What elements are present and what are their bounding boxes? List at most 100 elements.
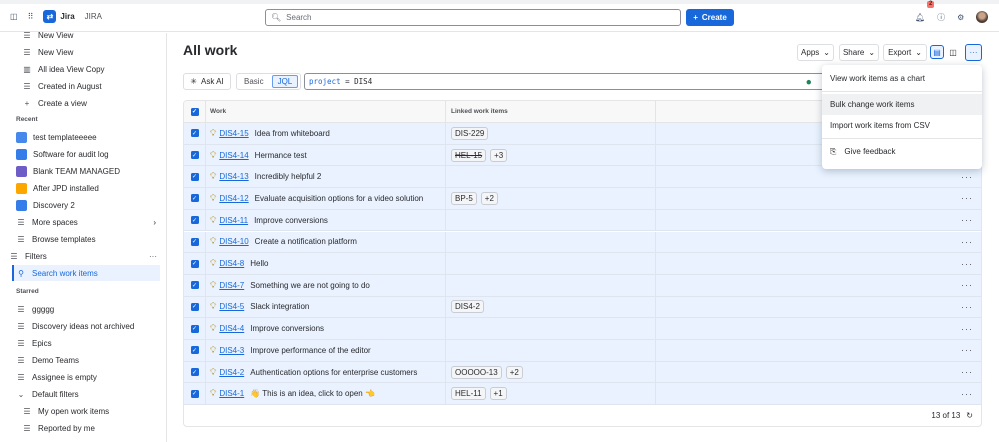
row-checkbox[interactable]: ✓ — [190, 151, 199, 160]
row-more-icon[interactable]: ··· — [961, 323, 973, 334]
work-item-key[interactable]: DIS4-11 — [219, 215, 249, 225]
table-row[interactable]: ✓ 💡︎ DIS4-8 Hello ··· — [184, 253, 981, 275]
starred-filter[interactable]: ☰ Discovery ideas not archived — [16, 318, 166, 334]
default-filter[interactable]: ☰ My open work items — [22, 403, 172, 419]
ask-ai-button[interactable]: ✳ Ask AI — [183, 73, 231, 90]
table-row[interactable]: ✓ 💡︎ DIS4-15 Idea from whiteboard DIS-229 — [184, 123, 981, 145]
work-item-summary[interactable]: Create a notification platform — [254, 237, 357, 247]
row-more-icon[interactable]: ··· — [961, 215, 973, 226]
sidebar-view[interactable]: ☰ New View — [22, 27, 172, 43]
linked-item[interactable]: HEL-11 — [451, 387, 486, 401]
starred-filter[interactable]: ☰ ggggg — [16, 301, 166, 317]
row-checkbox[interactable]: ✓ — [190, 237, 199, 246]
brand-name[interactable]: Jira — [60, 12, 75, 21]
work-item-summary[interactable]: Improve conversions — [250, 324, 325, 334]
row-more-icon[interactable]: ··· — [961, 258, 973, 269]
more-icon[interactable]: ··· — [149, 251, 157, 261]
starred-filter[interactable]: ☰ Epics — [16, 335, 166, 351]
row-checkbox[interactable]: ✓ — [190, 389, 199, 398]
select-all-checkbox[interactable]: ✓ — [190, 107, 199, 116]
starred-filter[interactable]: ☰ Assignee is empty — [16, 369, 166, 385]
bell-icon[interactable]: 🔔︎ — [915, 12, 926, 22]
share-button[interactable]: Share ⌄ — [839, 44, 879, 61]
table-row[interactable]: ✓ 💡︎ DIS4-4 Improve conversions ··· — [184, 318, 981, 340]
work-item-key[interactable]: DIS4-12 — [219, 193, 249, 203]
table-row[interactable]: ✓ 💡︎ DIS4-5 Slack integration DIS4-2 ··· — [184, 296, 981, 319]
table-row[interactable]: ✓ 💡︎ DIS4-11 Improve conversions ··· — [184, 209, 981, 232]
row-checkbox[interactable]: ✓ — [190, 324, 199, 333]
help-icon[interactable]: ⓘ — [937, 12, 946, 22]
jira-logo-icon[interactable]: ⇄ — [43, 10, 57, 23]
row-more-icon[interactable]: ··· — [961, 367, 973, 378]
browse-templates[interactable]: ☰ Browse templates — [16, 231, 166, 247]
linked-item[interactable]: DIS4-2 — [451, 300, 484, 314]
work-item-summary[interactable]: Evaluate acquisition options for a video… — [254, 193, 424, 203]
more-links[interactable]: +2 — [505, 365, 523, 379]
sidebar-toggle-icon[interactable]: ◫ — [10, 12, 18, 21]
work-item-summary[interactable]: 👋 This is an idea, click to open 👈 — [250, 389, 375, 399]
row-checkbox[interactable]: ✓ — [190, 281, 199, 290]
work-item-key[interactable]: DIS4-5 — [219, 302, 245, 312]
row-checkbox[interactable]: ✓ — [190, 172, 199, 181]
row-checkbox[interactable]: ✓ — [190, 346, 199, 355]
work-item-key[interactable]: DIS4-14 — [219, 150, 249, 160]
row-more-icon[interactable]: ··· — [961, 171, 973, 182]
table-row[interactable]: ✓ 💡︎ DIS4-7 Something we are not going to … — [184, 274, 981, 297]
row-checkbox[interactable]: ✓ — [190, 302, 199, 311]
recent-space[interactable]: After JPD installed — [16, 180, 166, 196]
default-filter[interactable]: ☰ Reported by me — [22, 420, 172, 436]
work-item-key[interactable]: DIS4-4 — [219, 324, 245, 334]
gear-icon[interactable]: ⚙ — [957, 12, 965, 22]
work-item-summary[interactable]: Hermance test — [254, 150, 307, 160]
table-row[interactable]: ✓ 💡︎ DIS4-14 Hermance test HEL-15 +3 — [184, 144, 981, 167]
row-checkbox[interactable]: ✓ — [190, 194, 199, 203]
work-item-summary[interactable]: Authentication options for enterprise cu… — [250, 367, 418, 377]
menu-item-give-feedback[interactable]: ⎘ Give feedback — [822, 141, 982, 162]
linked-item[interactable]: HEL-15 — [451, 148, 487, 162]
row-more-icon[interactable]: ··· — [961, 280, 973, 291]
work-item-key[interactable]: DIS4-1 — [219, 389, 245, 399]
create-button[interactable]: + Create — [686, 9, 734, 26]
work-item-key[interactable]: DIS4-13 — [219, 172, 249, 182]
more-spaces[interactable]: ☰ More spaces › — [16, 214, 156, 230]
list-view-icon[interactable]: ▤ — [930, 45, 944, 59]
work-item-key[interactable]: DIS4-15 — [219, 128, 249, 138]
menu-item-bulk-change[interactable]: Bulk change work items — [822, 94, 982, 115]
starred-filter[interactable]: ☰ Demo Teams — [16, 352, 166, 368]
row-more-icon[interactable]: ··· — [961, 193, 973, 204]
more-links[interactable]: +2 — [480, 191, 498, 205]
work-item-key[interactable]: DIS4-10 — [219, 237, 249, 247]
jql-tab[interactable]: JQL — [271, 75, 299, 88]
table-row[interactable]: ✓ 💡︎ DIS4-2 Authentication options for ent… — [184, 361, 981, 384]
work-item-key[interactable]: DIS4-2 — [219, 367, 245, 377]
work-item-summary[interactable]: Hello — [250, 259, 269, 269]
work-item-summary[interactable]: Improve conversions — [254, 215, 328, 225]
row-more-icon[interactable]: ··· — [961, 345, 973, 356]
recent-space[interactable]: Blank TEAM MANAGED — [16, 163, 166, 179]
recent-space[interactable]: test templateeeee — [16, 129, 166, 145]
work-item-key[interactable]: DIS4-3 — [219, 345, 245, 355]
work-item-key[interactable]: DIS4-8 — [219, 259, 245, 269]
row-more-icon[interactable]: ··· — [961, 388, 973, 399]
more-actions-button[interactable]: ··· — [965, 44, 982, 61]
filters-section[interactable]: ☰ Filters ··· — [9, 248, 157, 264]
column-work[interactable]: Work — [206, 101, 446, 122]
work-item-summary[interactable]: Incredibly helpful 2 — [254, 172, 322, 182]
table-row[interactable]: ✓ 💡︎ DIS4-3 Improve performance of the edi… — [184, 340, 981, 362]
refresh-icon[interactable]: ↻ — [966, 411, 973, 420]
work-item-summary[interactable]: Something we are not going to do — [250, 280, 370, 290]
row-checkbox[interactable]: ✓ — [190, 216, 199, 225]
export-button[interactable]: Export ⌄ — [883, 44, 927, 61]
table-row[interactable]: ✓ 💡︎ DIS4-13 Incredibly helpful 2 ··· — [184, 166, 981, 189]
row-checkbox[interactable]: ✓ — [190, 259, 199, 268]
sidebar-view[interactable]: ☰ Created in August — [22, 78, 172, 94]
linked-item[interactable]: OOOOO-13 — [451, 365, 502, 379]
jql-input[interactable]: project = DIS4 ● — [304, 73, 834, 90]
create-view-button[interactable]: + Create a view — [22, 95, 172, 111]
row-more-icon[interactable]: ··· — [961, 301, 973, 312]
sidebar-item-search-work-items[interactable]: ⚲ Search work items — [12, 265, 160, 281]
work-item-summary[interactable]: Improve performance of the editor — [250, 345, 371, 355]
row-checkbox[interactable]: ✓ — [190, 129, 199, 138]
work-item-summary[interactable]: Idea from whiteboard — [254, 128, 330, 138]
detail-view-icon[interactable]: ◫ — [946, 45, 960, 59]
